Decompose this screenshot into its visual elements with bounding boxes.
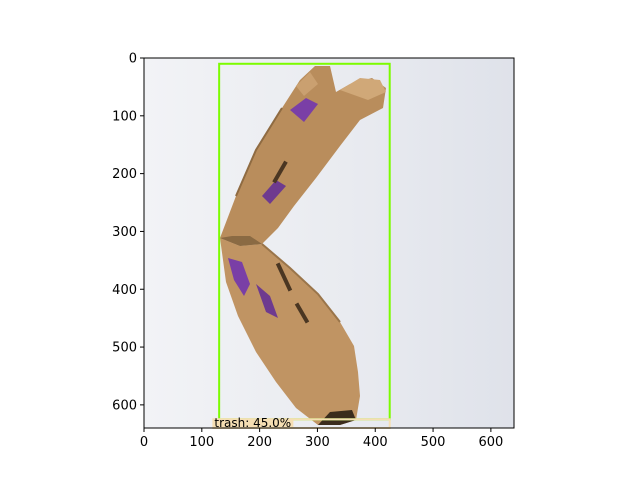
y-tick-label: 400 (112, 283, 137, 298)
cardboard-lower-arm (220, 238, 360, 425)
x-tick-label: 100 (189, 435, 214, 450)
bottom-shadow (318, 410, 356, 425)
x-tick-label: 400 (363, 435, 388, 450)
detection-label: trash: 45.0% (214, 416, 291, 430)
x-tick-label: 500 (421, 435, 446, 450)
print-patch (228, 258, 250, 296)
torn-flap (340, 78, 386, 100)
y-tick-label: 500 (112, 341, 137, 356)
y-tick-label: 0 (129, 52, 137, 67)
print-patch-4 (262, 180, 286, 204)
slot-cutout (275, 262, 293, 292)
fold-shadow (220, 236, 262, 246)
torn-flap-2 (296, 72, 318, 96)
print-patch-2 (256, 284, 278, 318)
detection-label-background (213, 418, 294, 428)
x-tick-label: 600 (478, 435, 503, 450)
cardboard-upper-arm (220, 66, 386, 246)
print-patch-3 (290, 98, 318, 122)
slot-cutout-3 (272, 160, 288, 184)
crease-line-lower (261, 243, 341, 323)
crease-line (235, 107, 283, 197)
x-tick-label: 0 (140, 435, 148, 450)
y-tick-label: 100 (112, 109, 137, 124)
photo (144, 58, 514, 428)
x-tick-label: 300 (305, 435, 330, 450)
y-tick-label: 200 (112, 167, 137, 182)
x-axis: 0 100 200 300 400 500 600 (140, 428, 503, 450)
slot-cutout-2 (294, 302, 310, 324)
y-tick-label: 600 (112, 398, 137, 413)
x-tick-label: 200 (247, 435, 272, 450)
axes-frame (143, 57, 515, 429)
y-axis: 0 100 200 300 400 500 600 (112, 52, 144, 413)
y-tick-label: 300 (112, 225, 137, 240)
